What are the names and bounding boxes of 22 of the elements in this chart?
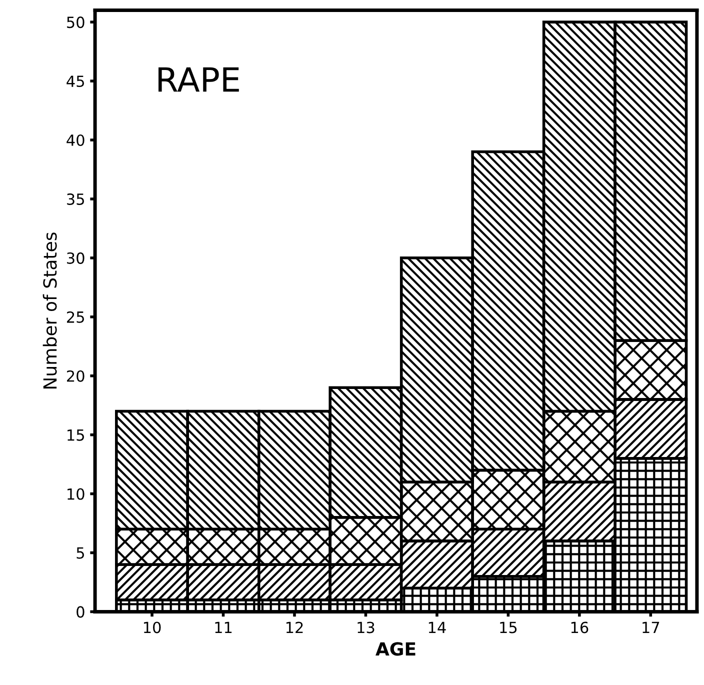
x-axis-title: AGE <box>376 642 416 656</box>
x-tick-label: 14 <box>428 622 446 634</box>
y-tick-label: 30 <box>67 252 84 264</box>
y-tick-label: 0 <box>76 606 84 618</box>
x-tick-label: 10 <box>144 622 161 634</box>
x-tick-label: 15 <box>500 622 517 634</box>
text: RAPE <box>158 67 239 92</box>
y-tick-label: 50 <box>67 16 84 28</box>
y-tick-label: 45 <box>66 76 84 88</box>
x-tick-label: 16 <box>571 622 588 634</box>
x-tick-label: 12 <box>286 622 303 634</box>
x-tick-label: 11 <box>215 622 232 634</box>
y-tick-label: 15 <box>68 429 84 441</box>
y-tick-label: 35 <box>67 193 84 205</box>
y-tick-label: 20 <box>66 370 84 382</box>
y-axis-title: Number of States <box>42 232 57 389</box>
y-tick-label: 10 <box>68 488 84 500</box>
x-tick-label: 13 <box>358 622 374 634</box>
y-tick-label: 5 <box>76 547 84 559</box>
y-tick-label: 40 <box>66 134 84 146</box>
x-tick-label: 17 <box>642 622 660 634</box>
y-tick-label: 25 <box>66 311 84 323</box>
